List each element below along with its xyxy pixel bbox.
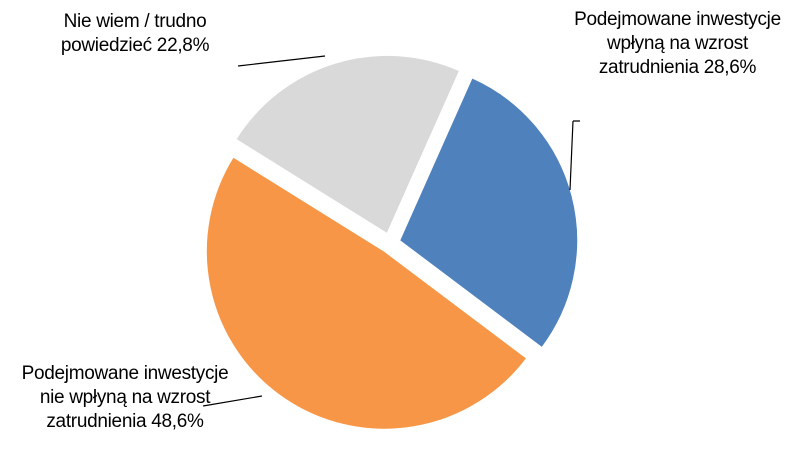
slice-label: Podejmowane inwestycje wpłyną na wzrost … <box>560 8 795 80</box>
category-name: Podejmowane inwestycje nie wpłyną na wzr… <box>21 363 229 432</box>
leader-line <box>569 120 580 191</box>
pie-slice <box>235 54 461 235</box>
category-name: Podejmowane inwestycje wpłyną na wzrost … <box>574 9 781 78</box>
pie-slice <box>205 156 528 430</box>
pie-slice <box>399 77 579 349</box>
leader-line <box>202 395 263 407</box>
value-label: 22,8% <box>156 35 210 56</box>
slice-label: Podejmowane inwestycje nie wpłyną na wzr… <box>10 362 240 434</box>
slice-label: Nie wiem / trudno powiedzieć 22,8% <box>25 10 245 58</box>
category-name: Nie wiem / trudno powiedzieć <box>60 11 207 56</box>
value-label: 48,6% <box>151 411 204 432</box>
leader-line <box>237 55 326 67</box>
value-label: 28,6% <box>703 57 757 78</box>
